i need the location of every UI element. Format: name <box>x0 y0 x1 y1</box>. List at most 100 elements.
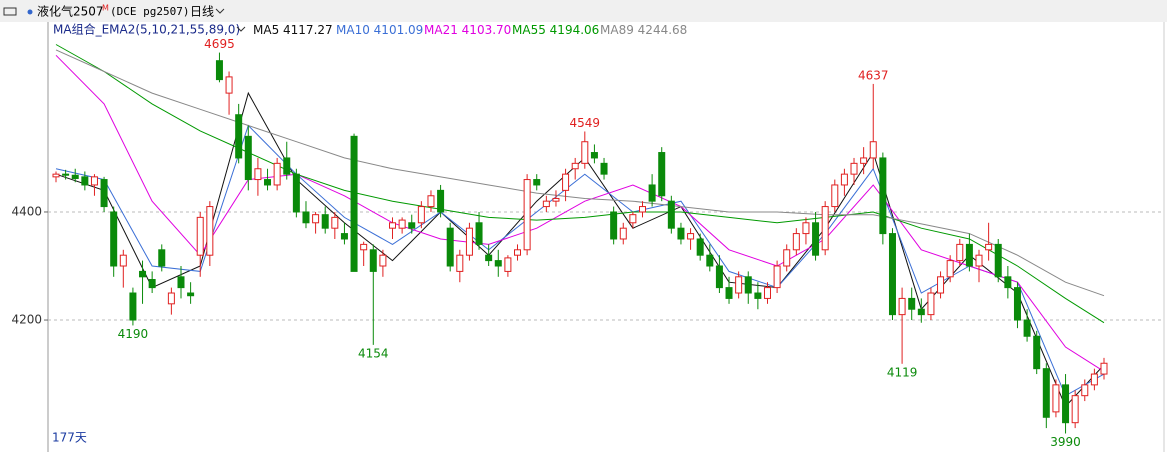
candle-body <box>860 157 868 164</box>
candle-body <box>206 206 214 256</box>
symbol: 液化气2507 <box>37 4 104 19</box>
candle-body <box>148 279 156 289</box>
candle-body <box>389 222 397 229</box>
candle-body <box>687 233 695 240</box>
candle-body <box>562 173 570 191</box>
extreme-label: 4190 <box>118 327 149 341</box>
candle-body <box>840 173 848 186</box>
extreme-label: 4119 <box>887 365 918 379</box>
legend-entry: MA21 4103.70 <box>424 23 511 37</box>
candle-body <box>302 211 310 224</box>
candle-body <box>831 184 839 208</box>
extreme-label: 3990 <box>1050 435 1081 449</box>
legend-value: 4103.70 <box>462 23 512 37</box>
candle-body <box>744 276 752 294</box>
extreme-label: 4154 <box>358 346 389 360</box>
candle-body <box>965 243 973 267</box>
candle-body <box>360 243 368 251</box>
candle-body <box>667 200 675 229</box>
candle-body <box>244 135 252 181</box>
candle-body <box>158 249 166 267</box>
candle-body <box>504 257 512 272</box>
candle-body <box>119 254 127 267</box>
candle-body <box>937 276 945 294</box>
candle-body <box>494 260 502 267</box>
candle-body <box>754 292 762 299</box>
candle-body <box>735 276 743 294</box>
candle-body <box>235 114 243 159</box>
candle-body <box>985 243 993 251</box>
candle-body <box>1071 395 1079 424</box>
candle-body <box>658 152 666 197</box>
candle-body <box>321 214 329 229</box>
code: (DCE pg2507) <box>110 5 189 18</box>
chevron <box>215 8 225 14</box>
legend-entry: MA55 4194.06 <box>512 23 599 37</box>
candle-body <box>725 287 733 299</box>
candle-body <box>638 206 646 213</box>
header-bar <box>0 0 1167 22</box>
candle-body <box>1081 384 1089 397</box>
legend-value: 4101.09 <box>374 23 424 37</box>
candle-body <box>62 173 70 176</box>
extreme-label: 4549 <box>570 116 601 130</box>
candle-body <box>110 211 118 267</box>
candle-body <box>446 227 454 267</box>
ma-line <box>55 54 1105 372</box>
candle-body <box>792 233 800 251</box>
chevron <box>236 26 246 32</box>
candle-body <box>523 179 531 251</box>
candle-body <box>927 292 935 316</box>
candle-body <box>514 249 522 256</box>
candle-body <box>802 222 810 235</box>
menu-icon[interactable] <box>3 7 17 16</box>
candle-body <box>417 206 425 224</box>
candle-body <box>177 276 185 289</box>
candle-body <box>52 173 60 178</box>
ma-line <box>55 49 1105 297</box>
candle-body <box>408 222 416 229</box>
legend-entry: MA5 4117.27 <box>253 23 333 37</box>
candle-body <box>590 152 598 159</box>
candle-body <box>225 76 233 94</box>
candle-body <box>1023 319 1031 337</box>
footer: 177天 <box>52 431 87 445</box>
legend-name: MA21 <box>424 23 458 37</box>
candle-body <box>215 60 223 81</box>
candle-body <box>1100 362 1108 375</box>
candle-body <box>283 157 291 175</box>
candle-body <box>773 265 781 289</box>
period[interactable]: 日线 <box>190 5 214 19</box>
y-tick-label: 4400 <box>11 204 42 218</box>
candle-body <box>398 219 406 229</box>
candle-body <box>90 176 98 186</box>
candle-body <box>600 162 608 175</box>
candle-body <box>340 233 348 240</box>
candle-body <box>888 233 896 316</box>
candle-body <box>1033 335 1041 370</box>
candle-body <box>312 214 320 224</box>
candle-body <box>879 157 887 235</box>
candle-body <box>715 265 723 289</box>
candle-body <box>869 141 877 159</box>
legend-name: MA5 <box>253 23 279 37</box>
candle-body <box>292 173 300 213</box>
candle-body <box>946 260 954 278</box>
candle-body <box>350 135 358 272</box>
candle-body <box>273 162 281 186</box>
legend-entry: MA89 4244.68 <box>600 23 687 37</box>
candle-body <box>456 254 464 272</box>
y-tick-label: 4200 <box>11 313 42 327</box>
candle-body <box>994 243 1002 278</box>
dot <box>27 9 33 15</box>
candle-body <box>619 227 627 240</box>
candle-body <box>331 216 339 229</box>
legend-name: MA89 <box>600 23 634 37</box>
candle-body <box>677 227 685 240</box>
candle-body <box>1013 287 1021 321</box>
candle-body <box>465 227 473 256</box>
candle-body <box>81 176 89 186</box>
indicator[interactable]: MA组合_EMA2(5,10,21,55,89,0) <box>53 22 240 37</box>
candle-body <box>610 211 618 240</box>
